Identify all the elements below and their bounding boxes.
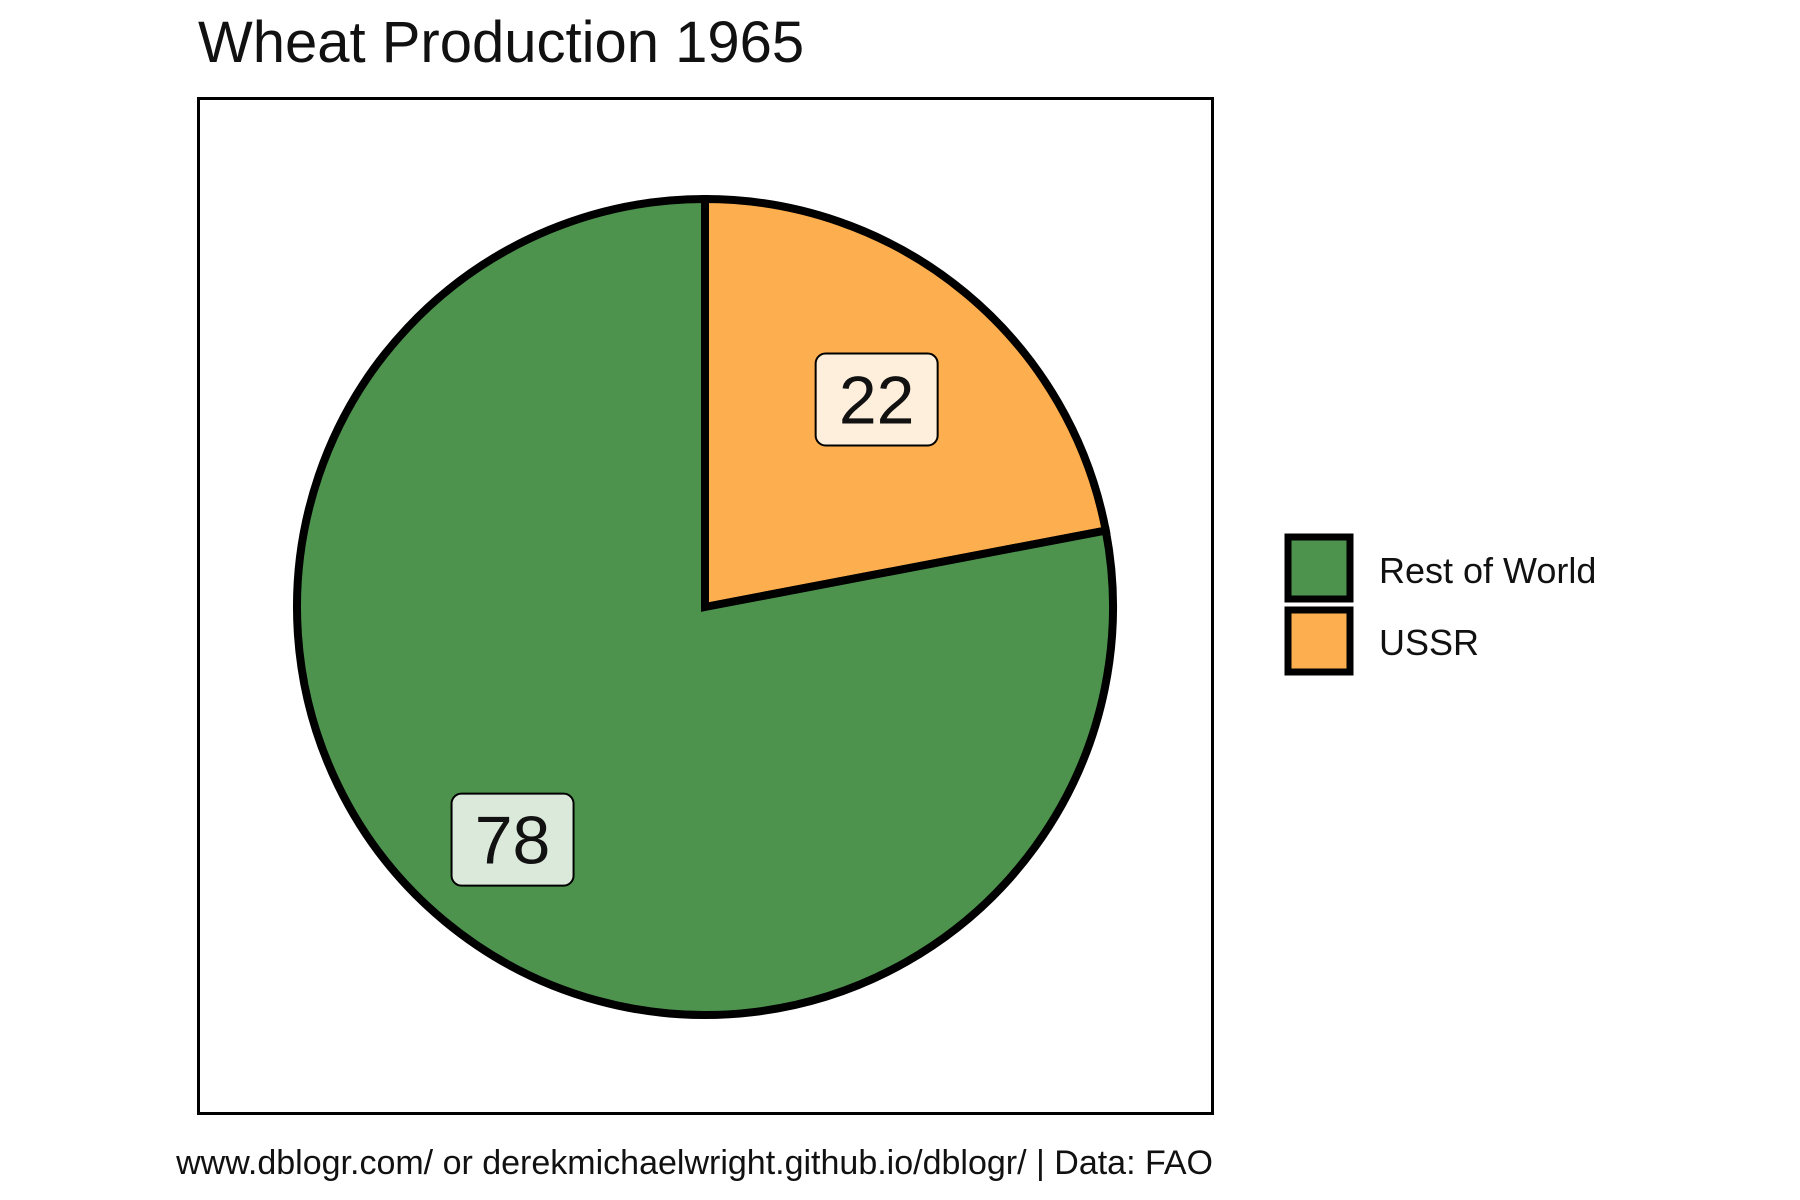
data-label-value: 78	[475, 803, 551, 879]
pie-data-labels: 22 78	[450, 352, 939, 887]
data-label-box	[450, 792, 575, 887]
legend-key-rest-of-world	[1284, 533, 1354, 603]
data-label-box	[814, 352, 939, 447]
legend-key-ussr	[1284, 606, 1354, 676]
chart-caption: www.dblogr.com/ or derekmichaelwright.gi…	[175, 1144, 1213, 1182]
legend-label-rest-of-world: Rest of World	[1379, 550, 1596, 591]
chart-title: Wheat Production 1965	[198, 10, 804, 75]
data-label-ussr: 22	[814, 352, 939, 447]
legend-label-ussr: USSR	[1379, 622, 1479, 663]
pie	[293, 194, 1117, 1019]
legend: Rest of World USSR	[1284, 533, 1596, 676]
data-label-rest-of-world: 78	[450, 792, 575, 887]
data-label-value: 22	[839, 363, 915, 439]
